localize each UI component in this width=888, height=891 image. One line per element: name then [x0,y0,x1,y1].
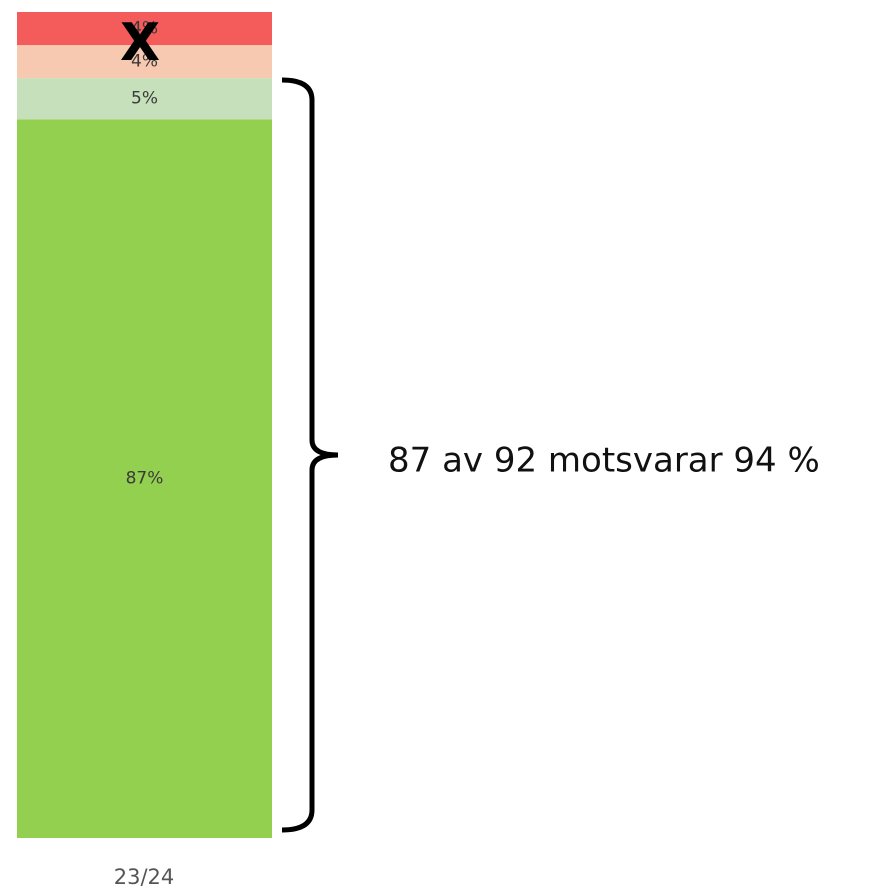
data-label: 4% [131,52,158,72]
data-label: 4% [131,19,158,39]
bars: 87% 5% 4% 4% [17,12,272,838]
annotation: 87 av 92 motsvarar 94 % [388,441,820,481]
bar-segment [17,45,272,79]
bar-segment [17,78,272,120]
bar-segment [17,119,272,838]
brace [281,77,339,833]
bar-segment [17,12,272,46]
data-label: 87% [126,469,164,489]
data-label: 5% [131,89,158,109]
marker: X [120,13,160,73]
x-tick-label: 23/24 [114,865,175,889]
